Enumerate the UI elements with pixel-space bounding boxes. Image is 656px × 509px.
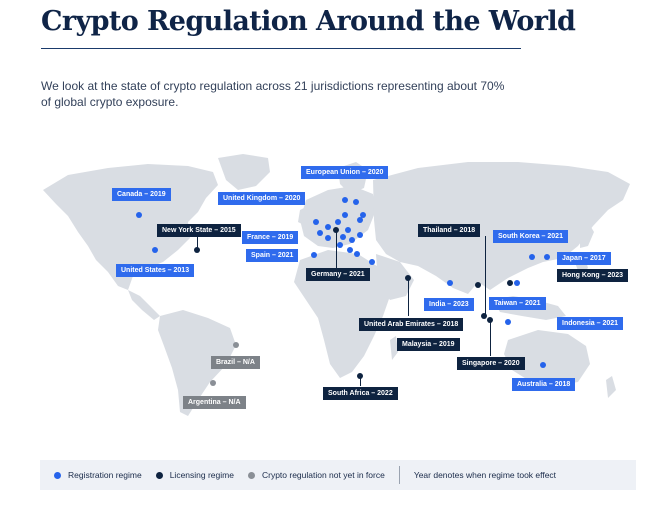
label-singapore[interactable]: Singapore – 2020 (457, 357, 525, 370)
label-spain[interactable]: Spain – 2021 (246, 249, 299, 262)
leader-line (490, 320, 491, 356)
legend-note: Year denotes when regime took effect (413, 470, 557, 480)
label-france[interactable]: France – 2019 (242, 231, 299, 244)
map-dot[interactable] (357, 217, 363, 223)
label-new-york-state[interactable]: New York State – 2015 (157, 224, 241, 237)
label-taiwan[interactable]: Taiwan – 2021 (489, 297, 546, 310)
map-dot[interactable] (325, 235, 331, 241)
map-dot[interactable] (481, 313, 487, 319)
label-hong-kong[interactable]: Hong Kong – 2023 (557, 269, 629, 282)
label-india[interactable]: India – 2023 (424, 298, 474, 311)
not-in-force-dot-icon (247, 471, 255, 479)
map-dot[interactable] (357, 232, 363, 238)
map-dot[interactable] (152, 247, 158, 253)
intro-text: We look at the state of crypto regulatio… (41, 79, 505, 109)
map-dot[interactable] (317, 230, 323, 236)
label-argentina[interactable]: Argentina – N/A (183, 396, 246, 409)
map-dot[interactable] (233, 342, 239, 348)
label-united-kingdom[interactable]: United Kingdom – 2020 (218, 192, 306, 205)
map-dot[interactable] (337, 242, 343, 248)
map-dot[interactable] (354, 251, 360, 257)
map-dot[interactable] (544, 254, 550, 260)
label-south-korea[interactable]: South Korea – 2021 (493, 230, 568, 243)
map-dot[interactable] (136, 212, 142, 218)
label-south-africa[interactable]: South Africa – 2022 (323, 387, 398, 400)
map-dot[interactable] (342, 197, 348, 203)
licensing-dot-icon (155, 471, 163, 479)
map-dot[interactable] (311, 252, 317, 258)
label-japan[interactable]: Japan – 2017 (557, 252, 611, 265)
label-united-states[interactable]: United States – 2013 (116, 264, 195, 277)
legend: Registration regime Licensing regime Cry… (40, 460, 636, 490)
label-brazil[interactable]: Brazil – N/A (211, 356, 260, 369)
label-australia[interactable]: Australia – 2018 (512, 378, 576, 391)
leader-line (408, 278, 409, 316)
leader-line (197, 237, 198, 250)
map-dot[interactable] (514, 280, 520, 286)
map-dot[interactable] (529, 254, 535, 260)
label-indonesia[interactable]: Indonesia – 2021 (557, 317, 624, 330)
leader-line (336, 230, 337, 268)
label-germany[interactable]: Germany – 2021 (306, 268, 370, 281)
map-dot[interactable] (360, 212, 366, 218)
map-dot[interactable] (210, 380, 216, 386)
map-dot[interactable] (349, 237, 355, 243)
map-dot[interactable] (475, 282, 481, 288)
map-dot[interactable] (507, 280, 513, 286)
leader-line (360, 376, 361, 386)
leader-line (485, 236, 486, 316)
label-malaysia[interactable]: Malaysia – 2019 (397, 338, 460, 351)
map-dot[interactable] (340, 234, 346, 240)
map-dot[interactable] (325, 224, 331, 230)
map-dot[interactable] (540, 362, 546, 368)
map-dot[interactable] (447, 280, 453, 286)
map-dot[interactable] (313, 219, 319, 225)
label-thailand[interactable]: Thailand – 2018 (418, 224, 481, 237)
legend-divider (398, 466, 400, 484)
legend-registration-label: Registration regime (68, 470, 142, 480)
legend-not-in-force-label: Crypto regulation not yet in force (261, 470, 385, 480)
map-dot[interactable] (345, 227, 351, 233)
legend-licensing-label: Licensing regime (169, 470, 234, 480)
registration-dot-icon (54, 471, 61, 479)
label-european-union[interactable]: European Union – 2020 (301, 166, 389, 179)
map-dot[interactable] (335, 219, 341, 225)
map-dot[interactable] (347, 247, 353, 253)
legend-not-in-force: Crypto regulation not yet in force (247, 470, 385, 480)
title-rule (41, 48, 521, 49)
map-dot[interactable] (342, 212, 348, 218)
map-dot[interactable] (505, 319, 511, 325)
legend-licensing: Licensing regime (155, 470, 234, 480)
map-dot[interactable] (353, 199, 359, 205)
legend-registration: Registration regime (54, 470, 142, 480)
label-united-arab-emirates[interactable]: United Arab Emirates – 2018 (359, 318, 464, 331)
map-dot[interactable] (369, 259, 375, 265)
page-title: Crypto Regulation Around the World (41, 6, 576, 37)
world-map (43, 154, 630, 416)
label-canada[interactable]: Canada – 2019 (112, 188, 171, 201)
map-dot[interactable] (194, 247, 200, 253)
